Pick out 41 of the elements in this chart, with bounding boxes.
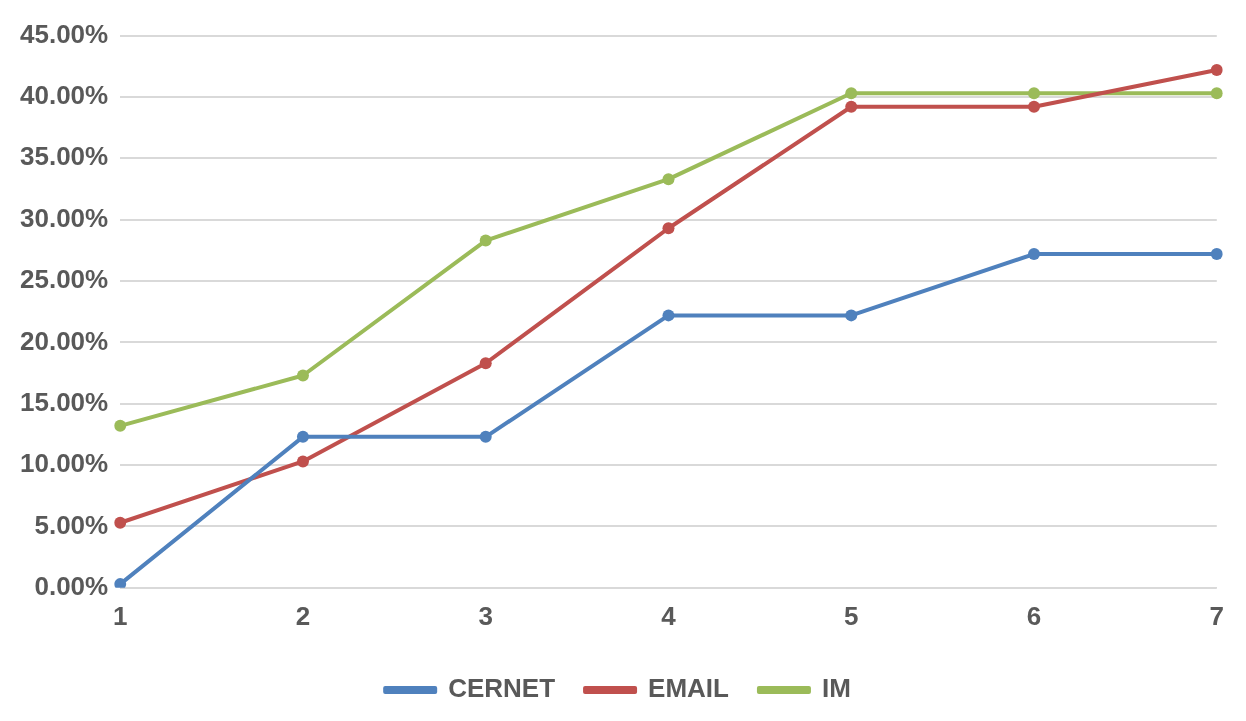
point [114,516,127,529]
point [1028,248,1041,261]
point [662,222,675,235]
point [1210,87,1223,100]
y-tick-label: 10.00% [19,448,109,479]
legend-label: EMAIL [648,673,730,704]
y-tick-label: 45.00% [19,18,109,49]
x-tick-label: 3 [478,600,493,631]
point [479,430,492,443]
point [1028,87,1041,100]
point [296,369,309,382]
y-tick-label: 25.00% [19,264,109,295]
point [479,234,492,247]
point [296,455,309,468]
x-tick-label: 6 [1026,600,1042,631]
x-tick-label: 1 [112,600,128,631]
point [114,578,127,588]
y-tick-label: 30.00% [19,202,109,233]
legend-label: IM [821,673,851,704]
legend-label: CERNET [448,673,556,704]
point [845,87,858,100]
y-tick-label: 5.00% [34,509,109,540]
y-tick-label: 20.00% [19,325,109,356]
point [114,419,127,432]
x-tick-label: 4 [661,600,677,631]
y-tick-label: 40.00% [19,80,109,111]
point [479,357,492,370]
point [662,173,675,186]
point [1210,248,1223,261]
y-tick-label: 15.00% [19,386,109,417]
y-tick-label: 35.00% [19,141,109,172]
point [845,100,858,113]
point [845,309,858,322]
point [1028,100,1041,113]
x-tick-label: 7 [1209,600,1224,631]
x-tick-label: 2 [295,600,311,631]
point [662,309,675,322]
x-tick-label: 5 [844,600,859,631]
y-tick-label: 0.00% [34,570,109,601]
point [296,430,309,443]
point [1210,63,1223,76]
